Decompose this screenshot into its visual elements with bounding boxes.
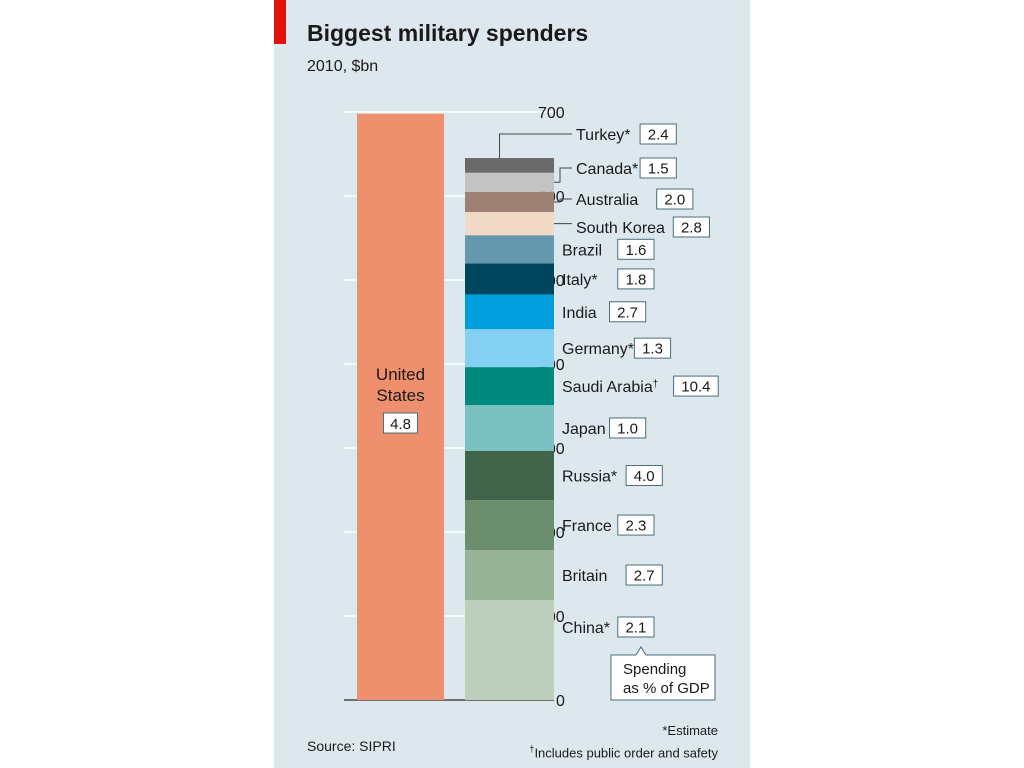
segment-italy — [465, 263, 554, 295]
footnote-estimate: *Estimate — [662, 723, 718, 738]
segment-saudiarabia — [465, 367, 554, 406]
value-southkorea: 2.8 — [681, 220, 702, 237]
callout-bubble — [610, 646, 716, 701]
value-turkey-box — [639, 123, 677, 145]
segment-india — [465, 294, 554, 330]
footnote-public-order: †Includes public order and safety — [529, 740, 718, 762]
value-france: 2.3 — [625, 518, 646, 535]
value-germany: 1.3 — [642, 341, 663, 358]
label-canada: Canada* — [576, 161, 638, 178]
value-russia: 4.0 — [634, 468, 655, 485]
segment-brazil — [465, 235, 554, 264]
segment-china — [465, 600, 554, 700]
label-brazil: Brazil — [562, 242, 602, 259]
segment-australia — [465, 191, 554, 213]
segment-southkorea — [465, 212, 554, 236]
connector-canada — [554, 167, 572, 183]
value-britain-box — [625, 564, 663, 586]
label-britain: Britain — [562, 568, 607, 585]
value-china-box — [617, 616, 655, 638]
value-australia: 2.0 — [664, 192, 685, 209]
segment-canada — [465, 172, 554, 192]
bar-label-united-states-1: United — [376, 365, 425, 384]
label-russia: Russia* — [562, 469, 617, 486]
callout-text-1: Spending — [623, 661, 686, 678]
value-japan-box — [609, 417, 647, 439]
value-france-box — [617, 514, 655, 536]
segment-france — [465, 500, 554, 550]
value-britain: 2.7 — [634, 568, 655, 585]
chart-title: Biggest military spenders — [307, 20, 589, 46]
label-india: India — [562, 305, 597, 322]
connector-australia — [554, 198, 572, 203]
source-note: Source: SIPRI — [307, 738, 396, 754]
label-turkey: Turkey* — [576, 127, 631, 144]
footnotes: *Estimate †Includes public order and saf… — [529, 721, 718, 762]
value-russia-box — [625, 465, 663, 487]
footnote-public-order-text: Includes public order and safety — [534, 745, 718, 761]
value-brazil: 1.6 — [625, 242, 646, 259]
value-canada-box — [639, 157, 677, 179]
label-southkorea: South Korea — [576, 220, 665, 237]
value-australia-box — [656, 188, 694, 210]
connector-turkey — [499, 133, 572, 159]
dagger-saudiarabia: † — [653, 379, 659, 390]
y-tick-label-700: 700 — [538, 105, 565, 122]
value-united-states: 4.8 — [390, 416, 411, 433]
chart-subtitle: 2010, $bn — [307, 58, 379, 75]
dagger-mark: † — [529, 744, 535, 754]
value-japan: 1.0 — [617, 420, 638, 437]
label-china: China* — [562, 620, 610, 637]
value-india-box — [609, 301, 647, 323]
brand-red-tab — [274, 0, 286, 44]
value-germany-box — [633, 337, 672, 359]
segment-britain — [465, 549, 554, 601]
segment-turkey — [465, 158, 554, 173]
segment-germany — [465, 329, 554, 368]
value-box-united-states — [383, 412, 418, 434]
label-italy: Italy* — [562, 272, 598, 289]
value-southkorea-box — [672, 216, 710, 238]
value-italy: 1.8 — [625, 271, 646, 288]
value-saudiarabia: 10.4 — [681, 379, 710, 396]
value-india: 2.7 — [617, 304, 638, 321]
segment-japan — [465, 405, 554, 451]
value-saudiarabia-box — [673, 375, 719, 397]
stacked-bar-chart: 0100200300400500600700UnitedStates4.8Chi… — [344, 105, 719, 710]
callout-text-2: as % of GDP — [623, 680, 710, 697]
bar-label-united-states-2: States — [376, 386, 424, 405]
bar-united-states — [357, 113, 444, 701]
label-germany: Germany* — [562, 341, 634, 358]
value-china: 2.1 — [625, 620, 646, 637]
value-turkey: 2.4 — [648, 127, 669, 144]
segment-russia — [465, 450, 554, 501]
label-japan: Japan — [562, 421, 606, 438]
label-saudiarabia: Saudi Arabia† — [562, 379, 658, 397]
value-brazil-box — [617, 238, 655, 260]
y-tick-label-0: 0 — [556, 693, 565, 710]
value-italy-box — [617, 268, 655, 290]
label-france: France — [562, 518, 612, 535]
value-canada: 1.5 — [648, 161, 669, 178]
label-australia: Australia — [576, 192, 638, 209]
